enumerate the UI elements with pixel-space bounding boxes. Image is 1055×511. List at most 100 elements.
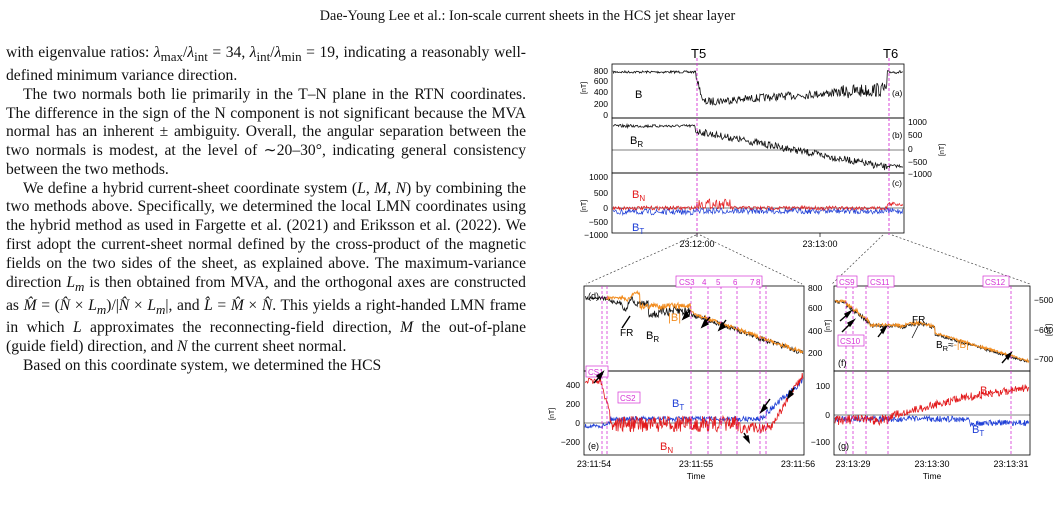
panel-c-ytick: 1000 [589,172,608,182]
panel-c-frame [611,172,905,234]
cs2-box [617,391,641,404]
panel-f-ytick: −500 [1034,295,1053,305]
panel-d-yticks: 800 600 400 200 [808,283,822,358]
panel-a-ytick: 600 [594,76,608,86]
panel-c-ytick: 500 [594,188,608,198]
figure: T5 T6 800 600 400 200 0 [nT] (a) B 1000 … [540,36,1055,506]
panel-a-B-label: B [635,89,642,101]
panel-a-ytick: 800 [594,66,608,76]
right-xtick: 23:13:31 [993,459,1028,469]
left-xlabel: Time [687,471,706,481]
figure-svg: T5 T6 800 600 400 200 0 [nT] (a) B 1000 … [549,46,1053,481]
panel-d-ytick: 200 [808,348,822,358]
panel-a-label: (a) [892,88,903,98]
cs-label: 6 [733,278,738,287]
trace-top-B [612,69,903,106]
top-xticks: 23:12:00 23:13:00 [679,233,838,249]
panel-b-ytick: −500 [908,157,927,167]
trace-g-BN [834,384,1030,427]
cs-label: 7 [750,278,755,287]
panel-g-ytick: −100 [811,437,830,447]
panel-e-yticks: 400 200 0 −200 [561,380,580,447]
panel-c-ytick: −500 [589,217,608,227]
paragraph-normals: The two normals both lie primarily in th… [6,85,526,178]
trace-g-BT [834,414,1030,428]
panel-e-ytick: −200 [561,437,580,447]
right-xtick: 23:13:30 [914,459,949,469]
left-cs-labels: CS3 4 5 6 7 8 [675,275,763,288]
panel-d-ytick: 400 [808,326,822,336]
marker-T5-label: T5 [691,46,706,61]
panel-b-BR-label: BR [630,135,643,149]
panel-a-ytick: 200 [594,99,608,109]
panel-b-yticks: 1000 500 0 −500 −1000 [908,117,932,179]
left-arrows [593,309,795,445]
trace-f-absB [834,298,1030,364]
panel-f-label: (f) [838,358,847,368]
cs10-box [837,334,865,347]
left-cs-lines [601,286,767,455]
panel-e-ytick: 400 [566,380,580,390]
panel-e-BN: BN [660,441,673,455]
cs-label: 4 [702,278,707,287]
trace-d-absB [605,290,804,354]
cs-label: CS3 [679,278,695,287]
panel-c-ytick: −1000 [584,230,608,240]
panel-a-ylabel: [nT] [581,82,588,94]
panel-e-ytick: 0 [575,418,580,428]
trace-d-BR [584,295,804,354]
right-xlabel: Time [923,471,942,481]
panel-c-BN-label: BN [632,189,645,203]
panel-f-ytick: −600 [1034,325,1053,335]
panel-c-BT-label: BT [632,222,644,236]
panel-g-ytick: 0 [825,410,830,420]
marker-T6-label: T6 [883,46,898,61]
trace-e-BN [584,372,804,434]
cs1-label: CS1 [588,368,604,377]
panel-e-BT: BT [672,398,684,412]
panel-g-BT: BT [972,424,984,438]
panel-g-label: (g) [838,441,849,451]
left-xtick: 23:11:54 [577,459,611,469]
trace-top-BR [612,122,904,171]
left-xtick: 23:11:55 [679,459,713,469]
cs-label: 5 [716,278,721,287]
panel-g-ytick: 100 [816,381,830,391]
running-header: Dae-Young Lee et al.: Ion-scale current … [319,8,736,24]
right-arrows [839,309,1013,364]
panel-f-ytick: −700 [1034,354,1053,364]
left-xtick: 23:11:56 [781,459,815,469]
panel-g-yticks: 100 0 −100 [811,381,830,447]
panel-d-ytick: 600 [808,303,822,313]
panel-e-label: (e) [588,441,599,451]
panel-c-ylabel: [nT] [581,200,588,212]
top-panel-group: T5 T6 800 600 400 200 0 [nT] (a) B 1000 … [581,46,946,249]
right-xticks: 23:13:29 23:13:30 23:13:31 Time [835,459,1028,481]
panel-c-yticks: 1000 500 0 −500 −1000 [584,172,608,240]
right-zoom-group: CS9 CS11 CS12 CS10 −500 −600 −700 [nT] (… [811,275,1053,481]
cs12-box [982,275,1010,288]
panel-e-ylabel: [nT] [549,408,556,420]
panel-g-BN: BN [980,385,993,399]
panel-a-ytick: 400 [594,87,608,97]
panel-c-label: (c) [892,178,902,188]
panel-b-ytick: 500 [908,130,922,140]
cs11-label: CS11 [870,278,890,287]
panel-d-ylabel: [nT] [825,320,832,332]
paragraph-eigenvalue: with eigenvalue ratios: λmax/λint = 34, … [6,44,526,84]
panel-a-yticks: 800 600 400 200 0 [594,66,608,120]
panel-f-yticks: −500 −600 −700 [1034,295,1053,364]
trace-f-BR [834,300,1029,363]
panel-d-ytick: 800 [808,283,822,293]
panel-e-frame [583,370,805,456]
panel-b-ytick: 0 [908,144,913,154]
trace-top-BN [612,198,904,212]
panel-f-ylabel: [nT] [1046,324,1053,336]
body-text-column: with eigenvalue ratios: λmax/λint = 34, … [6,44,526,376]
top-xtick: 23:13:00 [802,239,837,249]
zoom-connectors [585,234,1031,285]
cs11-box [867,275,895,288]
cs10-label: CS10 [840,337,861,346]
panel-d-BR: BR [646,330,659,344]
panel-d-FR: FR [620,328,633,339]
